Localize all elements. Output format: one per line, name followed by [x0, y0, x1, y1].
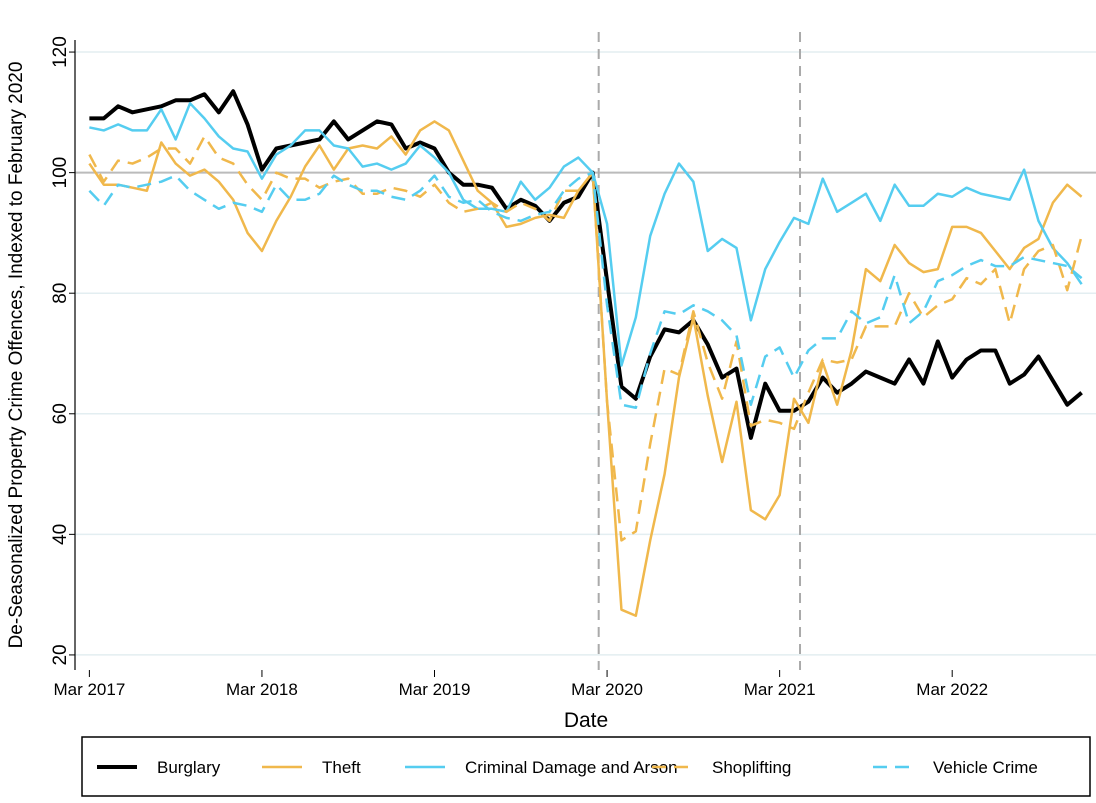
x-tick-label: Mar 2019	[399, 680, 471, 699]
y-tick-label: 20	[50, 644, 71, 665]
x-tick-label: Mar 2017	[53, 680, 125, 699]
legend-label: Shoplifting	[712, 758, 791, 777]
series-line	[88, 171, 1083, 410]
y-tick-label: 60	[50, 403, 71, 424]
y-axis-label: De-Seasonalized Property Crime Offences,…	[6, 62, 27, 649]
y-tick-label: 40	[50, 524, 71, 545]
y-tick-label: 120	[50, 36, 71, 68]
x-axis-label: Date	[564, 709, 608, 732]
y-tick-label: 80	[50, 283, 71, 304]
series-line	[88, 120, 1083, 617]
legend-label: Criminal Damage and Arson	[465, 758, 678, 777]
legend-label: Theft	[322, 758, 361, 777]
legend-label: Burglary	[157, 758, 221, 777]
x-tick-label: Mar 2018	[226, 680, 298, 699]
x-tick-label: Mar 2022	[916, 680, 988, 699]
y-tick-label: 100	[50, 157, 71, 189]
x-tick-label: Mar 2021	[744, 680, 816, 699]
series-line	[89, 89, 1083, 440]
x-tick-label: Mar 2020	[571, 680, 643, 699]
legend-box	[81, 736, 1091, 797]
series-line	[89, 102, 1083, 367]
legend-label: Vehicle Crime	[933, 758, 1038, 777]
series-line	[88, 135, 1083, 542]
